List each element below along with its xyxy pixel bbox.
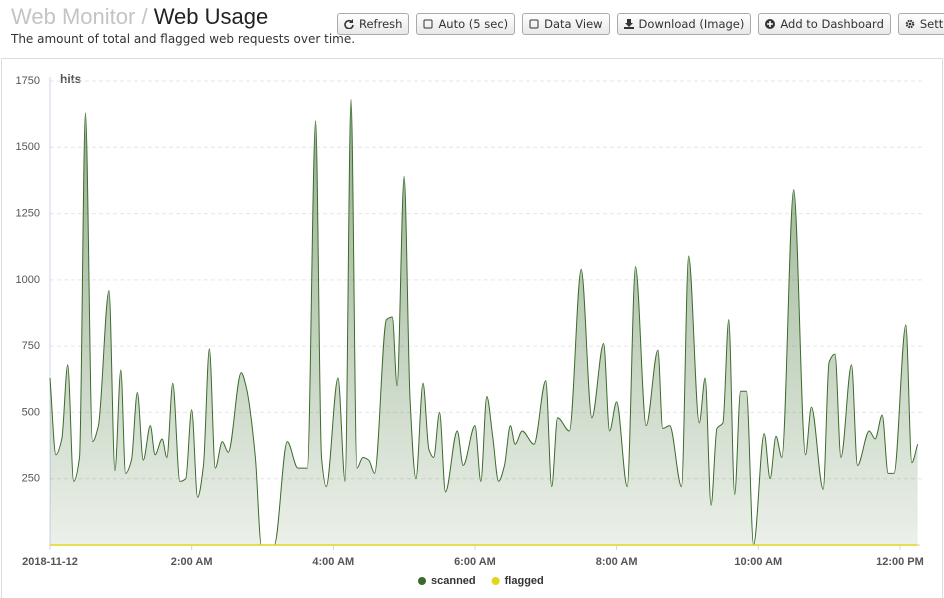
x-tick-label: 12:00 PM <box>876 556 924 568</box>
y-axis-label: hits <box>60 72 82 86</box>
area-fill <box>50 99 918 545</box>
subtitle: The amount of total and flagged web requ… <box>11 32 356 46</box>
y-tick-label: 750 <box>22 340 40 352</box>
dashboard-button[interactable]: Add to Dashboard <box>758 13 891 35</box>
settings-button[interactable]: Settings <box>897 13 944 35</box>
y-tick-label: 250 <box>22 473 40 485</box>
legend-label: flagged <box>505 575 544 587</box>
button-label: Download (Image) <box>638 17 745 31</box>
legend-marker <box>418 577 426 585</box>
button-label: Settings <box>919 17 944 31</box>
auto-button[interactable]: Auto (5 sec) <box>416 13 516 35</box>
page-title: Web Usage <box>153 4 269 29</box>
button-label: Refresh <box>359 17 403 31</box>
x-tick-label: 10:00 AM <box>734 556 782 568</box>
data-view-button[interactable]: Data View <box>522 13 610 35</box>
x-tick-label: 8:00 AM <box>596 556 638 568</box>
refresh-button[interactable]: Refresh <box>337 13 410 35</box>
breadcrumb-parent: Web Monitor <box>11 4 136 29</box>
legend-label: scanned <box>431 575 476 587</box>
separator: / <box>141 4 148 29</box>
legend-marker <box>491 577 500 585</box>
y-tick-label: 1500 <box>16 141 40 153</box>
series-line <box>49 99 919 546</box>
y-tick-label: 1000 <box>16 274 40 286</box>
y-tick-label: 500 <box>22 406 40 418</box>
x-tick-label: 2018-11-12 <box>22 556 78 568</box>
y-tick-label: 1750 <box>16 75 40 87</box>
x-tick-label: 4:00 AM <box>312 556 354 568</box>
x-tick-label: 6:00 AM <box>454 556 496 568</box>
y-tick-label: 1250 <box>16 207 40 219</box>
download-button[interactable]: Download (Image) <box>616 13 752 35</box>
button-label: Data View <box>544 17 603 31</box>
chart-frame <box>1 58 943 598</box>
breadcrumb: Web Monitor / Web Usage <box>11 4 268 30</box>
x-tick-label: 2:00 AM <box>171 556 213 568</box>
toolbar: Refresh Auto (5 sec) Data View Download … <box>337 13 944 35</box>
button-label: Auto (5 sec) <box>438 17 509 31</box>
button-label: Add to Dashboard <box>780 17 884 31</box>
